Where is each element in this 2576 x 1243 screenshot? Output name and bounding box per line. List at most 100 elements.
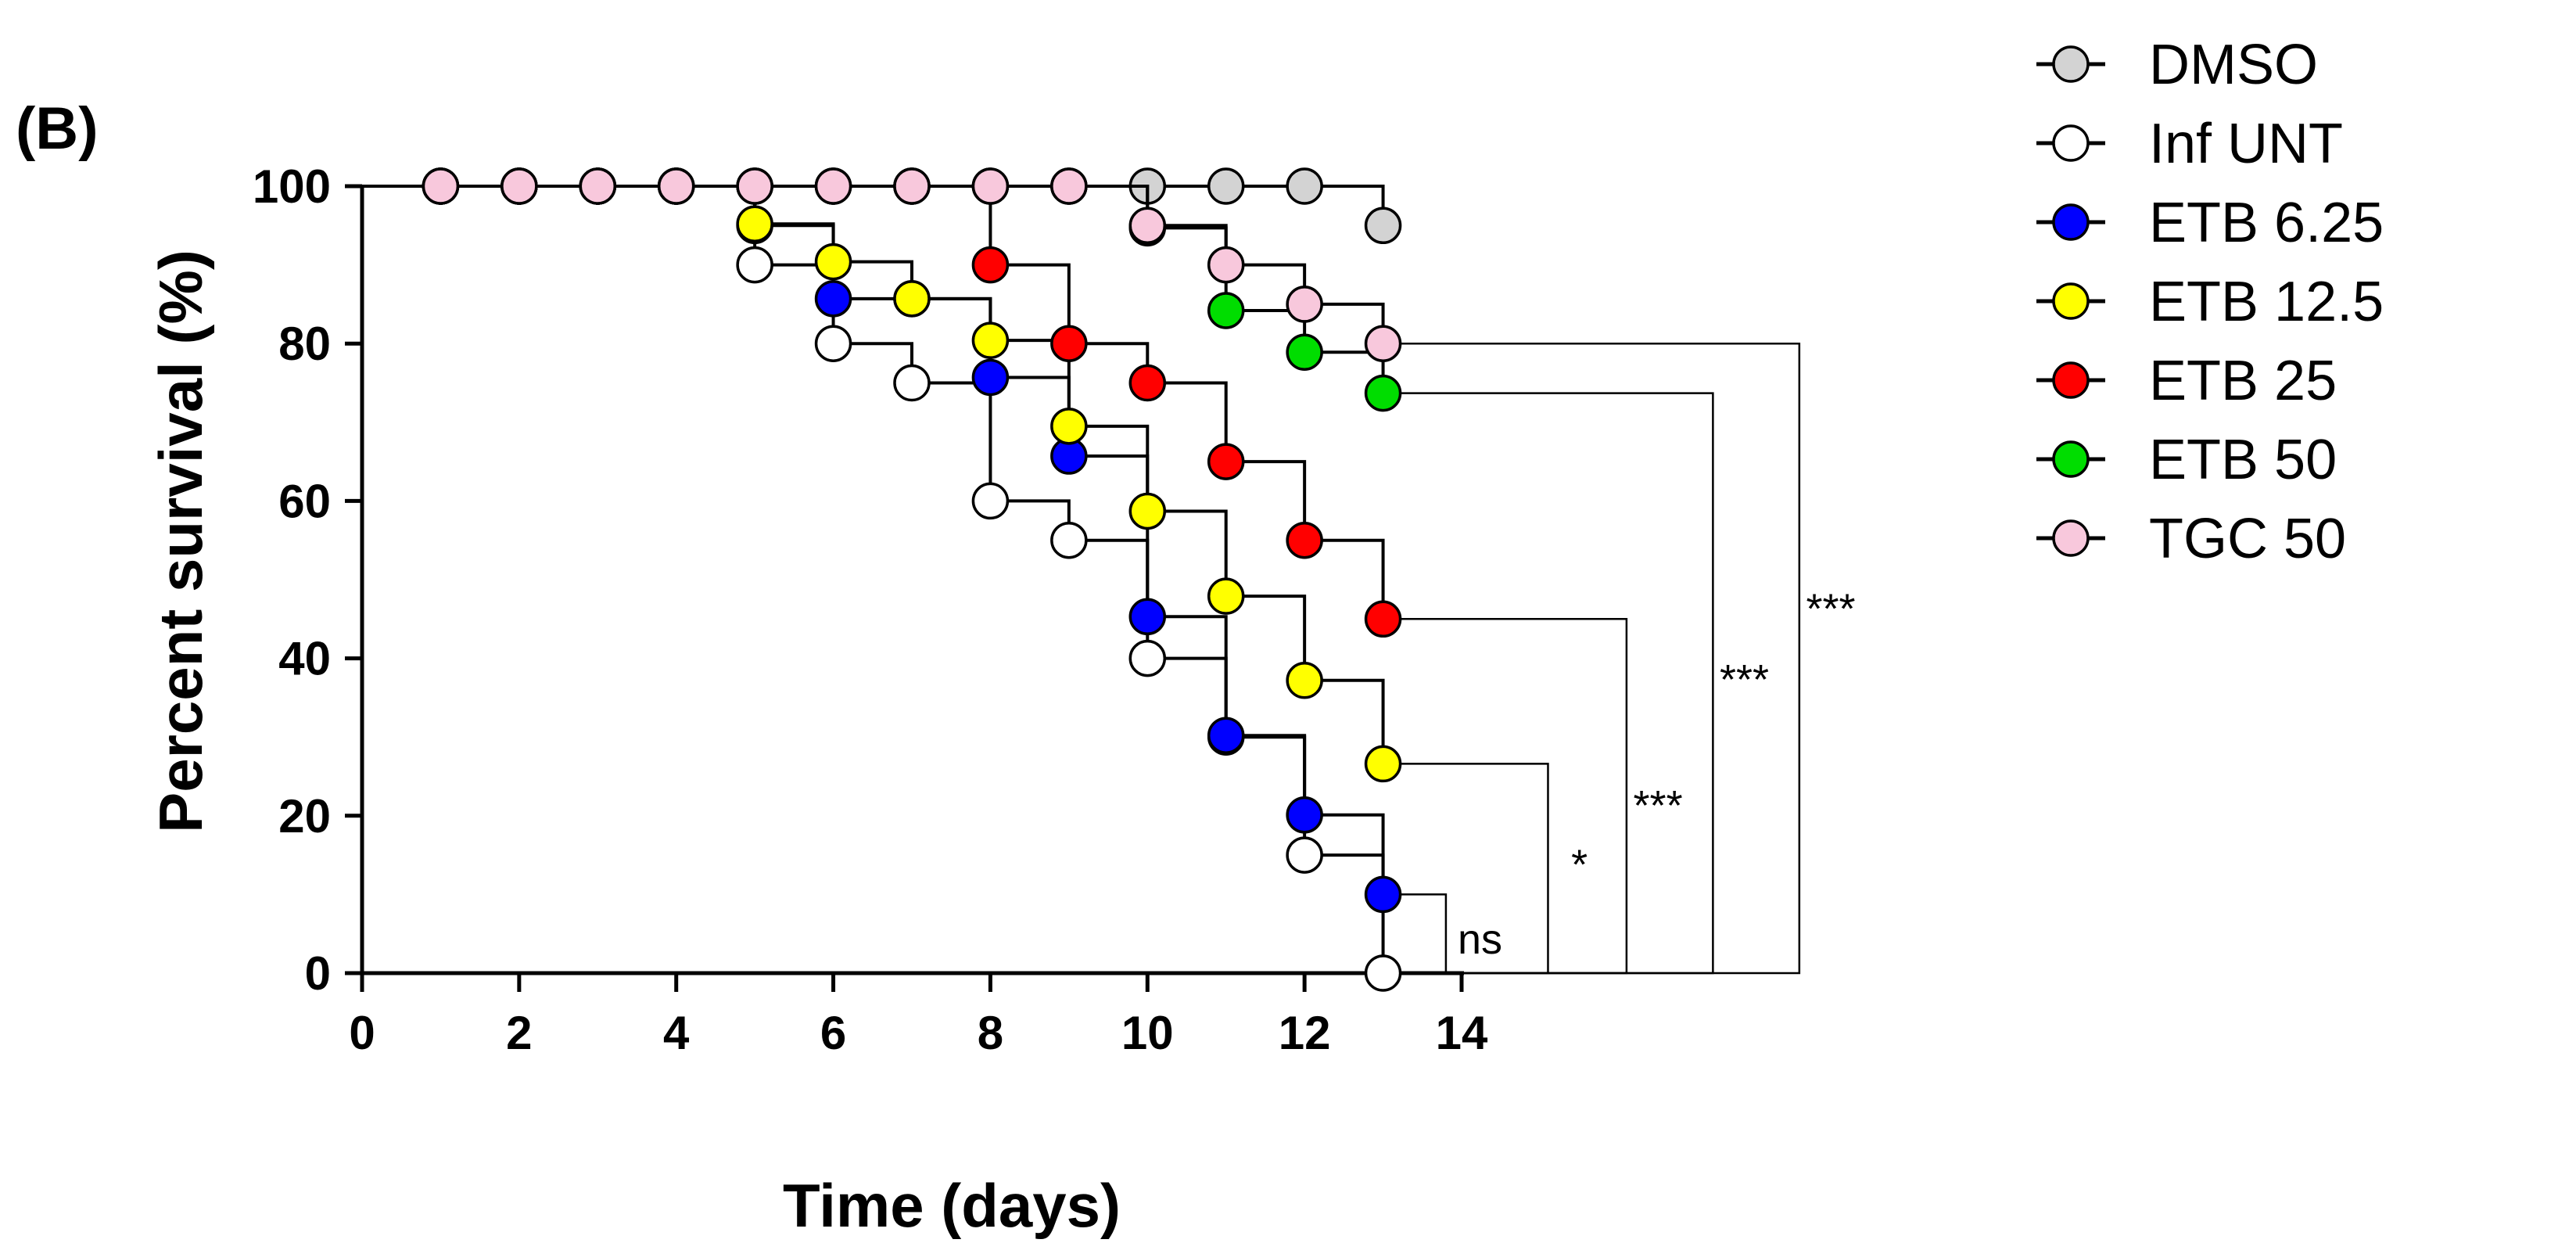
legend-label: ETB 50 <box>2149 429 2337 491</box>
data-point <box>1050 325 1088 362</box>
legend-marker <box>2052 124 2090 162</box>
x-tick-label: 8 <box>978 1007 1003 1059</box>
legend-label: ETB 25 <box>2149 350 2337 412</box>
data-point <box>500 167 538 205</box>
data-point <box>971 358 1010 397</box>
data-point <box>814 325 852 362</box>
x-tick-label: 14 <box>1436 1007 1488 1059</box>
step-line <box>362 185 1385 393</box>
data-point <box>1364 325 1402 362</box>
series-etb-12-5 <box>362 167 1402 783</box>
x-tick-label: 4 <box>663 1007 690 1059</box>
y-tick-label: 60 <box>278 475 331 527</box>
data-point <box>1364 745 1402 783</box>
data-point <box>1286 836 1323 874</box>
legend-item-tgc-50: TGC 50 <box>2036 508 2346 570</box>
legend-marker <box>2052 519 2090 557</box>
axes: 0 20 40 60 80 100 0 2 4 6 8 10 12 14 <box>253 160 1488 1059</box>
data-point <box>1364 875 1402 914</box>
data-point <box>893 280 931 318</box>
data-point <box>971 322 1010 359</box>
y-tick-label: 40 <box>278 633 331 685</box>
data-point <box>1286 333 1323 372</box>
data-point <box>971 246 1010 284</box>
series-inf-unt <box>362 167 1402 992</box>
data-point <box>1286 521 1323 559</box>
x-tick-label: 10 <box>1121 1007 1174 1059</box>
legend-item-dmso: DMSO <box>2036 34 2318 96</box>
significance-label: *** <box>1720 656 1769 703</box>
series-layer <box>362 167 1402 992</box>
data-point <box>1286 796 1323 834</box>
data-point <box>1128 492 1167 530</box>
x-axis-title: Time (days) <box>783 1171 1121 1240</box>
significance-label: ns <box>1458 916 1502 963</box>
legend-marker <box>2052 45 2090 83</box>
data-point <box>1207 443 1245 480</box>
legend-marker <box>2052 282 2090 320</box>
data-point <box>1128 598 1167 636</box>
series-etb-50 <box>362 167 1402 412</box>
significance-label: *** <box>1806 585 1855 632</box>
significance-bracket <box>1383 342 1801 975</box>
data-point <box>1364 374 1402 412</box>
data-point <box>971 167 1010 205</box>
data-point <box>814 280 852 318</box>
legend-label: TGC 50 <box>2149 508 2346 570</box>
x-tick-label: 0 <box>349 1007 375 1059</box>
data-point <box>814 242 852 281</box>
x-tick-label: 12 <box>1279 1007 1331 1059</box>
y-tick-label: 20 <box>278 790 331 842</box>
data-point <box>1286 167 1323 205</box>
data-point <box>1207 717 1245 754</box>
data-point <box>736 167 773 205</box>
data-point <box>1128 364 1167 402</box>
data-point <box>1364 954 1402 992</box>
legend-marker <box>2052 203 2090 241</box>
data-point <box>893 167 931 205</box>
series-tgc-50 <box>362 167 1402 362</box>
legend-label: ETB 6.25 <box>2149 192 2384 254</box>
data-point <box>1128 639 1167 677</box>
legend: DMSO Inf UNT ETB 6.25 ETB 12.5 ETB 25 ETB 50 T… <box>2036 34 2384 570</box>
y-tick-label: 100 <box>253 160 331 213</box>
data-point <box>1207 246 1245 284</box>
significance-label: *** <box>1634 782 1683 829</box>
data-point <box>579 167 617 205</box>
data-point <box>1286 662 1323 699</box>
data-point <box>1286 286 1323 323</box>
data-point <box>657 167 695 205</box>
significance-bracket <box>1383 618 1628 975</box>
data-point <box>736 205 773 243</box>
x-tick-label: 6 <box>820 1007 846 1059</box>
legend-marker <box>2052 361 2090 399</box>
data-point <box>1128 207 1167 245</box>
legend-item-etb-25: ETB 25 <box>2036 350 2337 412</box>
data-point <box>1050 408 1088 445</box>
data-point <box>814 167 852 205</box>
legend-label: DMSO <box>2149 34 2318 96</box>
data-point <box>736 246 773 284</box>
y-tick-label: 0 <box>305 947 331 1000</box>
significance-brackets: ns********** <box>1383 342 1856 975</box>
data-point <box>1364 600 1402 638</box>
y-tick-label: 80 <box>278 318 331 370</box>
data-point <box>1050 521 1088 559</box>
series-etb-25 <box>362 167 1402 638</box>
legend-item-inf-unt: Inf UNT <box>2036 113 2343 175</box>
data-point <box>1207 167 1245 205</box>
series-etb-6-25 <box>362 167 1402 914</box>
data-point <box>1050 167 1088 205</box>
x-tick-label: 2 <box>506 1007 532 1059</box>
data-point <box>422 167 460 205</box>
legend-label: Inf UNT <box>2149 113 2343 175</box>
data-point <box>971 482 1010 520</box>
data-point <box>1207 577 1245 615</box>
y-axis-title: Percent survival (%) <box>146 250 215 833</box>
legend-label: ETB 12.5 <box>2149 271 2384 333</box>
data-point <box>1364 207 1402 245</box>
legend-item-etb-12-5: ETB 12.5 <box>2036 271 2384 333</box>
significance-label: * <box>1571 841 1588 888</box>
data-point <box>893 364 931 402</box>
